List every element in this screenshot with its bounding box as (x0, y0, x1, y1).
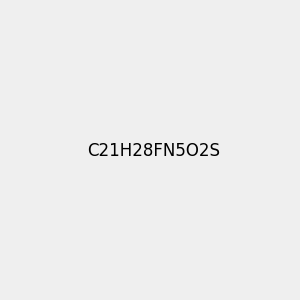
Text: C21H28FN5O2S: C21H28FN5O2S (87, 142, 220, 160)
